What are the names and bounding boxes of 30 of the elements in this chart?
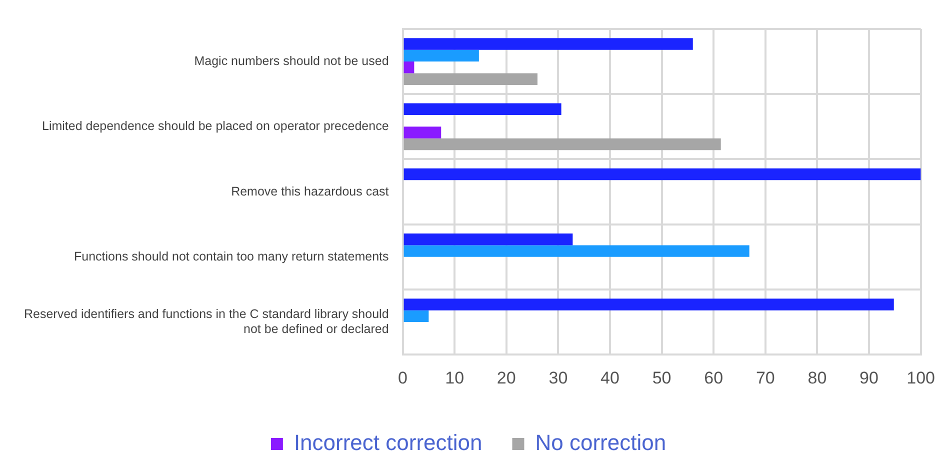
- x-tick-label: 20: [496, 368, 516, 388]
- bar: [404, 103, 562, 115]
- bar: [404, 298, 894, 310]
- x-tick-label: 50: [652, 368, 672, 388]
- x-tick-label: 70: [756, 368, 775, 388]
- x-tick-label: 40: [600, 368, 620, 388]
- bar: [404, 138, 721, 150]
- bar: [404, 168, 921, 180]
- x-tick-label: 10: [445, 368, 464, 388]
- x-tick-label: 80: [808, 368, 827, 388]
- x-tick-label: 100: [906, 368, 936, 388]
- y-tick-label: Reserved identifiers and functions in the C standard library should not be defined or declared: [24, 306, 389, 336]
- bar: [404, 126, 442, 138]
- bar: [404, 38, 693, 50]
- bar: [404, 233, 573, 246]
- legend-label: No correction: [535, 430, 666, 456]
- x-tick-label: 0: [398, 368, 408, 388]
- y-tick-label: Remove this hazardous cast: [231, 184, 390, 198]
- legend-label: Incorrect correction: [294, 430, 482, 456]
- bar: [404, 62, 414, 74]
- y-tick-label: Limited dependence should be placed on operator precedence: [42, 119, 389, 134]
- bar: [404, 310, 429, 322]
- bar: [404, 245, 750, 257]
- y-tick-label: Magic numbers should not be used: [194, 54, 389, 68]
- x-tick-label: 60: [704, 368, 724, 388]
- y-tick-label: Functions should not contain too many return statements: [74, 249, 389, 264]
- x-tick-label: 30: [548, 368, 568, 388]
- bar: [404, 73, 538, 86]
- x-tick-label: 90: [860, 368, 878, 388]
- bar: [404, 50, 479, 62]
